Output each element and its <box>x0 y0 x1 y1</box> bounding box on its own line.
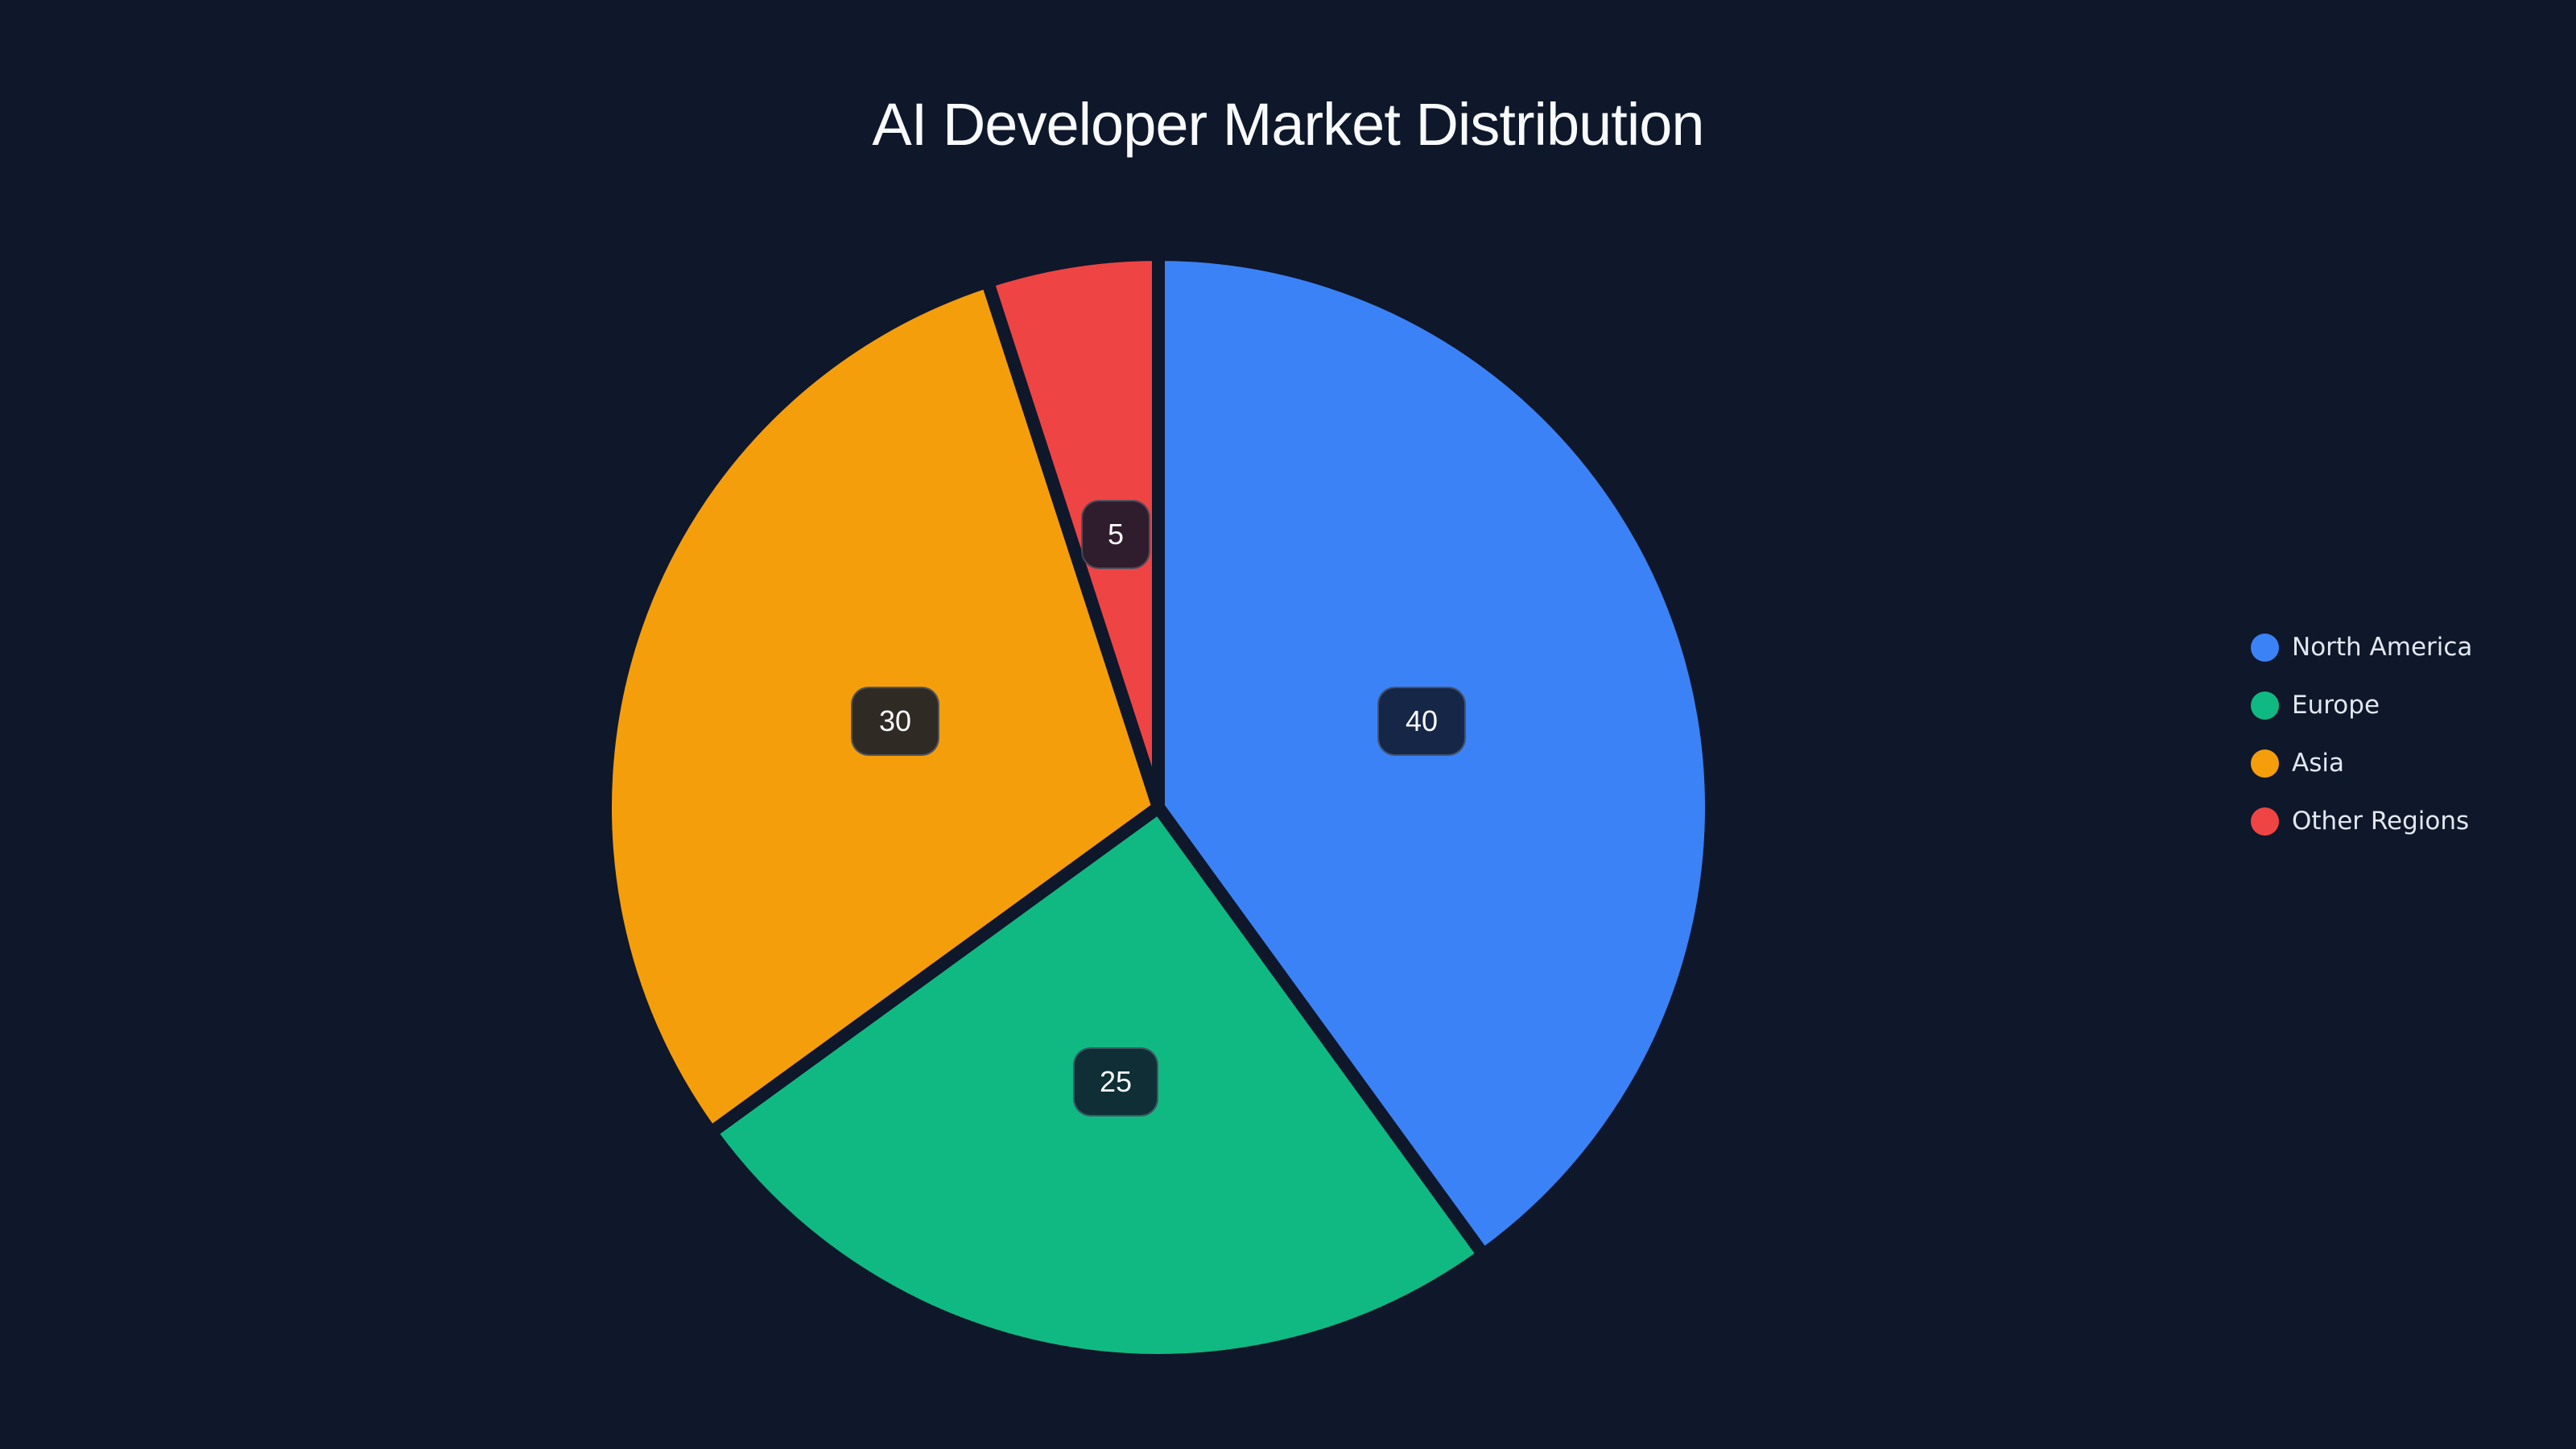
legend-swatch-icon <box>2251 749 2279 778</box>
legend-item-north-america[interactable]: North America <box>2251 618 2472 676</box>
legend-item-asia[interactable]: Asia <box>2251 734 2472 792</box>
legend-swatch-icon <box>2251 633 2279 662</box>
pie-slice-other-regions[interactable] <box>980 248 1165 814</box>
legend-item-europe[interactable]: Europe <box>2251 676 2472 734</box>
legend: North America Europe Asia Other Regions <box>2251 618 2472 850</box>
data-label-europe: 25 <box>1073 1047 1158 1117</box>
data-label-asia: 30 <box>851 687 939 756</box>
legend-item-other-regions[interactable]: Other Regions <box>2251 792 2472 850</box>
chart-title: AI Developer Market Distribution <box>872 91 1704 158</box>
data-label-north-america: 40 <box>1377 687 1466 756</box>
data-label-other-regions: 5 <box>1081 500 1150 569</box>
legend-swatch-icon <box>2251 807 2279 836</box>
legend-swatch-icon <box>2251 691 2279 720</box>
